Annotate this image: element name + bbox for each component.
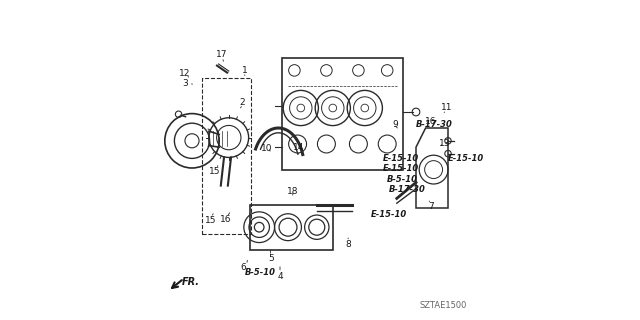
Text: 18: 18 <box>287 188 298 196</box>
Text: 10: 10 <box>261 144 272 153</box>
Text: E-15-10: E-15-10 <box>383 154 419 163</box>
Text: 11: 11 <box>441 103 452 112</box>
Text: 15: 15 <box>209 167 221 176</box>
Text: B-5-10: B-5-10 <box>387 175 418 184</box>
Text: 1: 1 <box>242 66 248 75</box>
Text: 4: 4 <box>277 272 283 281</box>
Text: 8: 8 <box>346 240 351 249</box>
Text: E-15-10: E-15-10 <box>383 164 419 173</box>
Text: 16: 16 <box>220 215 231 224</box>
Text: B-17-30: B-17-30 <box>388 185 426 194</box>
Text: 2: 2 <box>240 98 245 107</box>
Text: 15: 15 <box>205 216 216 225</box>
Text: E-15-10: E-15-10 <box>371 210 408 219</box>
Text: B-5-10: B-5-10 <box>245 268 276 277</box>
Text: 6: 6 <box>241 263 246 272</box>
Text: 12: 12 <box>179 69 191 78</box>
Text: 16: 16 <box>426 117 436 126</box>
Text: 3: 3 <box>182 79 188 88</box>
Text: E-15-10: E-15-10 <box>448 154 484 163</box>
Text: 17: 17 <box>216 50 227 59</box>
Text: SZTAE1500: SZTAE1500 <box>420 301 467 310</box>
Text: 9: 9 <box>392 120 398 129</box>
Text: 7: 7 <box>429 202 434 211</box>
Text: 14: 14 <box>292 143 304 152</box>
Text: FR.: FR. <box>182 277 200 287</box>
Text: B-17-30: B-17-30 <box>416 120 453 129</box>
Text: 5: 5 <box>269 254 274 263</box>
Text: 13: 13 <box>439 139 450 148</box>
